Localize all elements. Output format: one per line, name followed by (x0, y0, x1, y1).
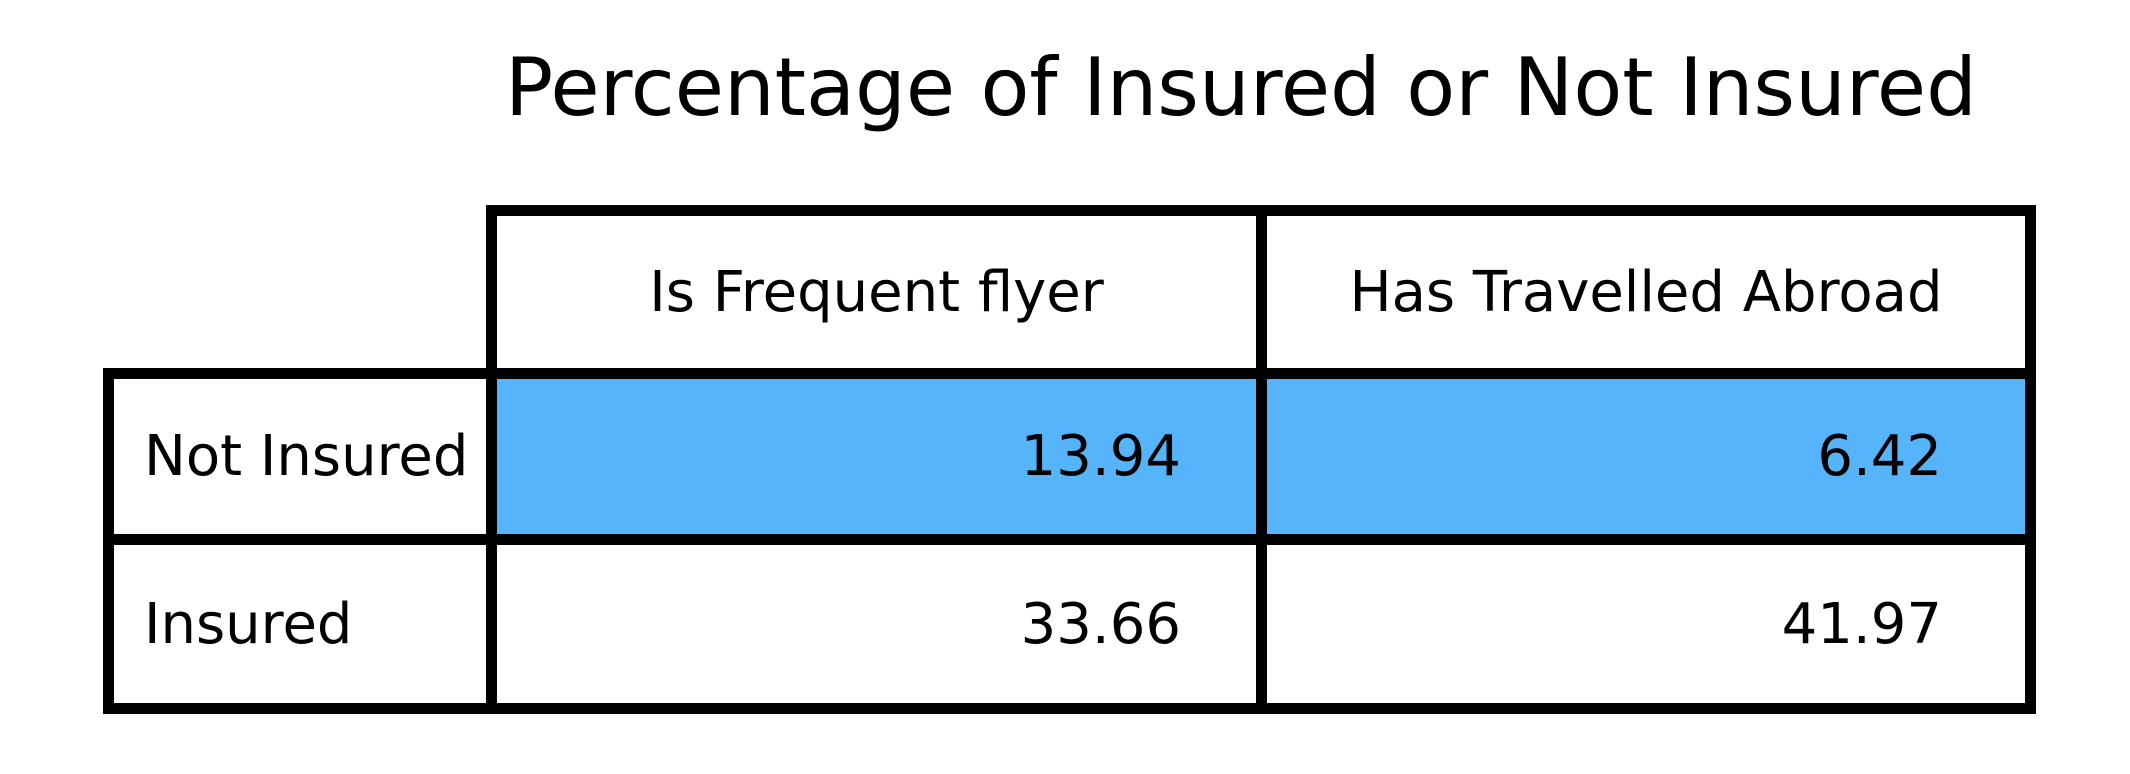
column-header-frequent-flyer: Is Frequent flyer (486, 205, 1267, 379)
value-insured-frequent-flyer: 33.66 (486, 534, 1267, 714)
value-insured-travelled-abroad: 41.97 (1256, 534, 2036, 714)
row-header-not-insured: Not Insured (103, 368, 497, 545)
row-header-insured: Insured (103, 534, 497, 714)
column-header-travelled-abroad: Has Travelled Abroad (1256, 205, 2036, 379)
value-not-insured-frequent-flyer: 13.94 (486, 368, 1267, 545)
chart-title: Percentage of Insured or Not Insured (505, 41, 1977, 134)
value-not-insured-travelled-abroad: 6.42 (1256, 368, 2036, 545)
